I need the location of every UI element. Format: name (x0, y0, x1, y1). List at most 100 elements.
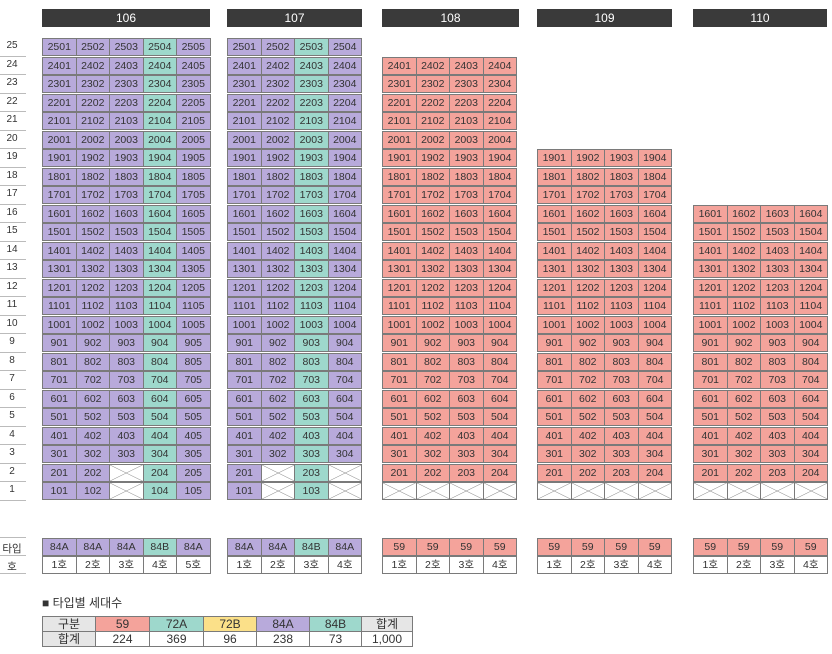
unit-number-cell: 2호 (260, 556, 295, 574)
unit-cell: 1702 (75, 186, 110, 204)
unit-cell: 1303 (604, 260, 639, 278)
unit-cell: 1103 (760, 297, 795, 315)
unit-cell: 2103 (449, 112, 484, 130)
unit-cell: 704 (637, 371, 672, 389)
unit-cell: 1501 (537, 223, 572, 241)
type-cell: 84A (176, 538, 211, 556)
legend-header-cell: 84B (309, 616, 362, 632)
unit-cell: 1501 (382, 223, 417, 241)
unit-number-cell: 4호 (327, 556, 362, 574)
floor-divider (0, 222, 26, 223)
unit-cell: 303 (760, 445, 795, 463)
unit-cell: 2204 (482, 93, 517, 112)
unit-cell: 2402 (260, 56, 295, 75)
unit-number-cell: 3호 (449, 556, 484, 574)
unit-cell: 2402 (75, 56, 110, 75)
type-cell: 84A (260, 538, 295, 556)
unit-cell: 804 (793, 352, 828, 371)
unit-cell: 1502 (75, 223, 110, 241)
unit-cell: 903 (604, 334, 639, 352)
unit-cell: 2201 (42, 93, 77, 112)
unit-cell: 1102 (260, 297, 295, 315)
unit-cell: 1603 (294, 204, 329, 223)
unit-cell: 1601 (382, 204, 417, 223)
unit-cell: 1104 (327, 297, 362, 315)
unit-cell: 602 (570, 389, 605, 408)
unit-cell: 2001 (42, 130, 77, 149)
unit-cell: 901 (382, 334, 417, 352)
unit-cell: 1301 (382, 260, 417, 278)
unit-cell: 203 (604, 463, 639, 482)
unit-cell: 2303 (109, 75, 144, 93)
unit-cell: 902 (415, 334, 450, 352)
unit-cell: 1202 (75, 278, 110, 297)
type-cell: 59 (382, 538, 417, 556)
unit-cell: 2404 (142, 56, 177, 75)
unit-cell: 1402 (570, 241, 605, 260)
unit-cell: 901 (693, 334, 728, 352)
unit-cell: 1102 (726, 297, 761, 315)
unit-cell: 1704 (482, 186, 517, 204)
unit-cell: 904 (142, 334, 177, 352)
unit-cell: 701 (227, 371, 262, 389)
unit-cell: 901 (537, 334, 572, 352)
unit-cell: 1703 (109, 186, 144, 204)
floor-divider (0, 444, 26, 445)
unit-cell: 2002 (75, 130, 110, 149)
unit-cell: 1502 (260, 223, 295, 241)
unit-cell: 1902 (415, 149, 450, 167)
unit-cell: 103 (294, 482, 329, 500)
type-cell: 84B (294, 538, 329, 556)
unit-cell: 1002 (260, 315, 295, 334)
unit-cell: 1405 (176, 241, 211, 260)
unit-cell: 1104 (637, 297, 672, 315)
type-cell: 59 (604, 538, 639, 556)
unit-cell: 404 (637, 426, 672, 445)
unit-cell: 1404 (142, 241, 177, 260)
unit-cell: 404 (327, 426, 362, 445)
unit-cell: 401 (537, 426, 572, 445)
unit-cell: 1204 (142, 278, 177, 297)
unit-cell: 1802 (260, 167, 295, 186)
unit-cell: 1101 (227, 297, 262, 315)
unit-cell: 503 (760, 408, 795, 426)
unit-cell: 1604 (482, 204, 517, 223)
floor-label: 13 (6, 262, 18, 273)
unit-cell: 1904 (637, 149, 672, 167)
unit-cell: 702 (415, 371, 450, 389)
unit-cell: 1003 (109, 315, 144, 334)
unit-cell: 804 (637, 352, 672, 371)
unit-cell: 201 (537, 463, 572, 482)
type-cell: 59 (760, 538, 795, 556)
unit-cell: 2401 (42, 56, 77, 75)
unit-cell: 1204 (327, 278, 362, 297)
unit-cell: 502 (726, 408, 761, 426)
unit-cell: 1401 (693, 241, 728, 260)
unit-cell: 1602 (260, 204, 295, 223)
unit-cell: 304 (793, 445, 828, 463)
building-header-107: 107 (227, 9, 362, 27)
unit-cell: 101 (42, 482, 77, 500)
unit-cell: 303 (294, 445, 329, 463)
unit-cell: 802 (260, 352, 295, 371)
unit-cell: 903 (760, 334, 795, 352)
unit-cell: 2502 (260, 38, 295, 56)
unit-cell: 1003 (294, 315, 329, 334)
empty-cell (604, 482, 639, 500)
legend-value-cell: 238 (256, 631, 310, 647)
unit-cell: 1002 (570, 315, 605, 334)
floor-divider (0, 499, 26, 501)
unit-cell: 1701 (537, 186, 572, 204)
legend-header-cell: 84A (256, 616, 310, 632)
empty-cell (415, 482, 450, 500)
floor-label: 14 (6, 243, 18, 255)
unit-cell: 1703 (449, 186, 484, 204)
unit-cell: 1901 (382, 149, 417, 167)
unit-cell: 1101 (693, 297, 728, 315)
unit-cell: 802 (726, 352, 761, 371)
unit-number-cell: 2호 (570, 556, 605, 574)
unit-cell: 403 (109, 426, 144, 445)
unit-cell: 1703 (604, 186, 639, 204)
unit-cell: 801 (693, 352, 728, 371)
unit-cell: 2102 (75, 112, 110, 130)
